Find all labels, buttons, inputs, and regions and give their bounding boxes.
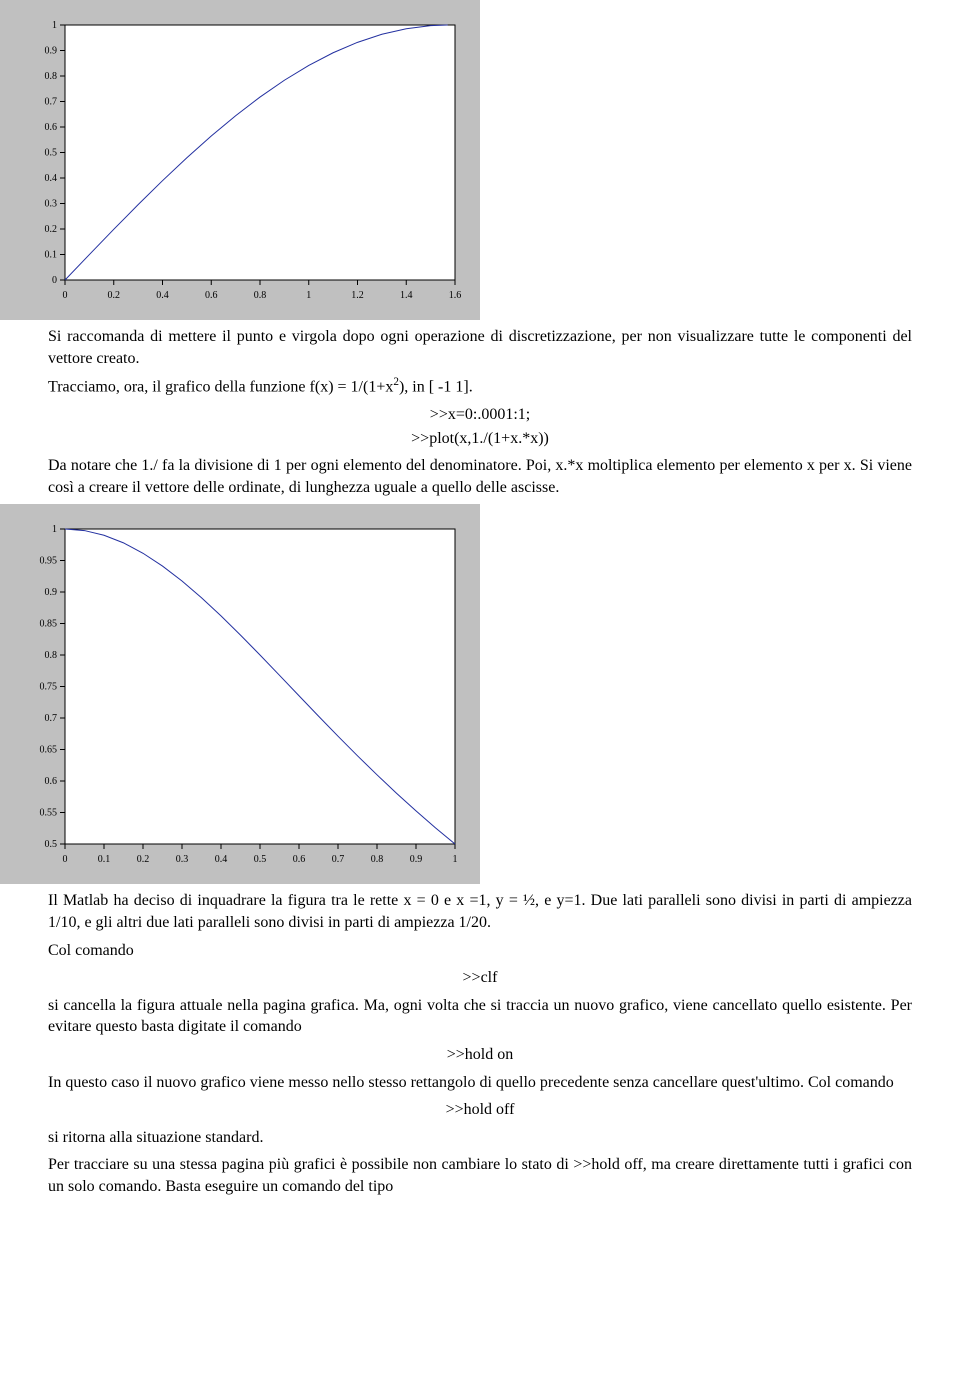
svg-text:0.6: 0.6 — [45, 122, 58, 133]
svg-text:0.6: 0.6 — [205, 290, 218, 301]
code-line-5: >>hold off — [48, 1099, 912, 1121]
svg-text:0.9: 0.9 — [410, 854, 423, 865]
chart-1: 0 0.2 0.4 0.6 0.8 1 1.2 1.4 1.6 0 0.1 0.2 0.3 0.4 0.5 0… — [0, 0, 480, 320]
svg-text:1.4: 1.4 — [400, 290, 413, 301]
paragraph-1a: Si raccomanda di mettere il punto e virg… — [48, 326, 912, 369]
svg-text:1: 1 — [453, 854, 458, 865]
paragraph-1b: Tracciamo, ora, il grafico della funzion… — [48, 375, 912, 398]
svg-text:0.6: 0.6 — [45, 776, 58, 787]
svg-text:0.95: 0.95 — [40, 556, 58, 567]
svg-text:0.5: 0.5 — [254, 854, 267, 865]
svg-text:0.1: 0.1 — [98, 854, 111, 865]
svg-text:0.5: 0.5 — [45, 839, 58, 850]
chart-2: 0 0.1 0.2 0.3 0.4 0.5 0.6 0.7 0.8 0.9 1 0.5 0.55 0.6 0… — [0, 504, 480, 884]
svg-text:0.9: 0.9 — [45, 587, 58, 598]
paragraph-4: Col comando — [48, 940, 912, 962]
paragraph-5: si cancella la figura attuale nella pagi… — [48, 995, 912, 1038]
paragraph-2: Da notare che 1./ fa la divisione di 1 p… — [48, 455, 912, 498]
svg-text:0.8: 0.8 — [371, 854, 384, 865]
paragraph-8: Per tracciare su una stessa pagina più g… — [48, 1154, 912, 1197]
svg-text:1: 1 — [52, 20, 57, 31]
svg-text:0.6: 0.6 — [293, 854, 306, 865]
svg-text:0.85: 0.85 — [40, 619, 58, 630]
svg-text:1: 1 — [52, 524, 57, 535]
svg-text:0: 0 — [52, 275, 57, 286]
code-line-1: >>x=0:.0001:1; — [48, 404, 912, 426]
code-line-3: >>clf — [48, 967, 912, 989]
svg-text:0.4: 0.4 — [215, 854, 228, 865]
svg-text:0.9: 0.9 — [45, 46, 58, 57]
paragraph-7: si ritorna alla situazione standard. — [48, 1127, 912, 1149]
svg-text:0: 0 — [63, 290, 68, 301]
svg-text:1.2: 1.2 — [351, 290, 364, 301]
svg-text:0: 0 — [63, 854, 68, 865]
svg-text:0.2: 0.2 — [137, 854, 150, 865]
svg-text:0.7: 0.7 — [332, 854, 345, 865]
svg-text:0.2: 0.2 — [108, 290, 121, 301]
svg-text:0.7: 0.7 — [45, 713, 58, 724]
svg-text:0.2: 0.2 — [45, 224, 58, 235]
svg-text:0.3: 0.3 — [176, 854, 189, 865]
svg-text:0.65: 0.65 — [40, 745, 58, 756]
svg-text:0.75: 0.75 — [40, 682, 58, 693]
svg-text:0.8: 0.8 — [254, 290, 267, 301]
svg-text:0.4: 0.4 — [156, 290, 169, 301]
svg-text:1.6: 1.6 — [449, 290, 462, 301]
svg-text:0.55: 0.55 — [40, 808, 58, 819]
svg-text:0.8: 0.8 — [45, 650, 58, 661]
code-line-4: >>hold on — [48, 1044, 912, 1066]
code-line-2: >>plot(x,1./(1+x.*x)) — [48, 428, 912, 450]
paragraph-6: In questo caso il nuovo grafico viene me… — [48, 1072, 912, 1094]
svg-text:0.3: 0.3 — [45, 199, 58, 210]
svg-text:0.4: 0.4 — [45, 173, 58, 184]
svg-text:0.7: 0.7 — [45, 97, 58, 108]
svg-text:0.5: 0.5 — [45, 148, 58, 159]
svg-text:0.1: 0.1 — [45, 250, 58, 261]
paragraph-3: Il Matlab ha deciso di inquadrare la fig… — [48, 890, 912, 933]
svg-text:0.8: 0.8 — [45, 71, 58, 82]
svg-text:1: 1 — [306, 290, 311, 301]
